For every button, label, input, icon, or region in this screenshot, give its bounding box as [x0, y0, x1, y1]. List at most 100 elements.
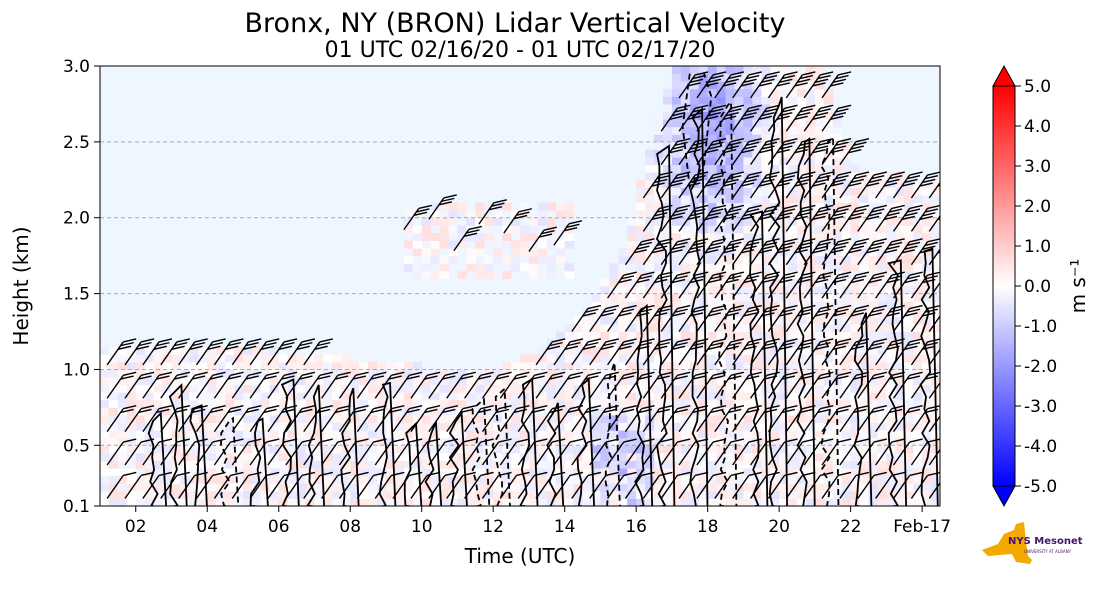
field-cell: [448, 498, 458, 506]
field-cell: [716, 414, 727, 424]
field-cell: [618, 286, 628, 295]
field-cell: [716, 134, 727, 143]
field-cell: [359, 498, 369, 506]
wind-barb: [767, 338, 798, 366]
field-cell: [752, 422, 762, 431]
field-cell: [385, 422, 396, 431]
field-cell: [779, 452, 789, 461]
field-cell: [627, 460, 637, 469]
field-cell: [537, 445, 548, 454]
field-cell: [868, 490, 878, 499]
field-cell: [242, 384, 253, 393]
field-cell: [841, 460, 852, 469]
field-cell: [242, 452, 253, 461]
field-cell: [850, 452, 861, 461]
field-cell: [913, 331, 923, 340]
field-cell: [502, 399, 512, 408]
field-cell: [814, 126, 825, 135]
colorbar-min-extension: [992, 485, 1016, 508]
colorbar-tick-label: -2.0: [1024, 357, 1057, 377]
field-cell: [814, 286, 825, 295]
field-cell: [823, 126, 834, 135]
field-cell: [511, 445, 521, 454]
field-cell: [260, 354, 271, 363]
field-cell: [859, 232, 870, 241]
wind-barb: [910, 471, 940, 499]
field-cell: [689, 157, 700, 166]
field-cell: [162, 354, 172, 363]
field-cell: [725, 430, 735, 439]
field-cell: [752, 164, 762, 173]
field-cell: [564, 361, 575, 370]
field-cell: [636, 293, 646, 302]
field-cell: [734, 96, 744, 105]
field-cell: [913, 498, 923, 506]
field-cell: [805, 96, 816, 105]
field-cell: [108, 437, 119, 446]
field-cell: [520, 210, 530, 219]
field-cell: [475, 475, 485, 484]
field-cell: [698, 392, 709, 401]
field-cell: [823, 149, 834, 158]
field-cell: [725, 460, 735, 469]
field-cell: [278, 377, 289, 386]
field-cell: [680, 157, 691, 166]
field-cell: [394, 377, 405, 386]
wind-barb: [356, 405, 387, 433]
field-cell: [725, 119, 735, 128]
field-cell: [448, 210, 458, 219]
field-cell: [108, 377, 119, 386]
field-cell: [502, 232, 512, 241]
field-cell: [895, 194, 905, 204]
field-cell: [743, 483, 753, 492]
field-cell: [555, 430, 566, 439]
field-cell: [126, 392, 137, 401]
field-cell: [823, 270, 834, 279]
field-cell: [403, 399, 414, 408]
field-cell: [779, 361, 789, 370]
field-cell: [913, 323, 923, 333]
wind-barb: [178, 405, 208, 433]
wind-barb: [160, 338, 190, 366]
field-cell: [859, 301, 870, 310]
field-cell: [761, 66, 771, 67]
field-cell: [725, 187, 735, 196]
field-cell: [841, 263, 852, 272]
field-cell: [841, 468, 852, 477]
field-cell: [546, 377, 557, 386]
field-cell: [573, 422, 584, 431]
field-cell: [877, 346, 887, 355]
field-cell: [430, 445, 441, 454]
field-cell: [162, 377, 172, 386]
colorbar-label: m s⁻¹: [1066, 259, 1090, 314]
field-cell: [135, 460, 146, 469]
wind-barb: [857, 371, 888, 399]
wind-barb: [696, 304, 727, 332]
field-cell: [716, 66, 727, 75]
field-cell: [475, 392, 485, 401]
field-cell: [895, 210, 905, 219]
wind-barb: [356, 471, 387, 499]
wind-barb: [660, 138, 691, 166]
field-cell: [680, 194, 691, 204]
field-cell: [207, 483, 217, 492]
field-cell: [716, 301, 727, 310]
field-cell: [269, 490, 280, 499]
field-cell: [788, 354, 798, 363]
field-cell: [555, 210, 566, 219]
field-cell: [475, 210, 485, 219]
field-cell: [144, 361, 155, 370]
field-cell: [689, 126, 700, 135]
field-cell: [752, 157, 762, 166]
field-cell: [868, 308, 878, 317]
field-cell: [913, 232, 923, 241]
field-cell: [868, 187, 878, 196]
field-cell: [797, 498, 807, 506]
wind-barb: [928, 415, 940, 433]
field-cell: [314, 369, 324, 378]
field-cell: [645, 240, 655, 249]
field-cell: [904, 452, 914, 461]
field-cell: [341, 490, 351, 499]
field-cell: [761, 293, 771, 302]
field-cell: [662, 248, 673, 257]
